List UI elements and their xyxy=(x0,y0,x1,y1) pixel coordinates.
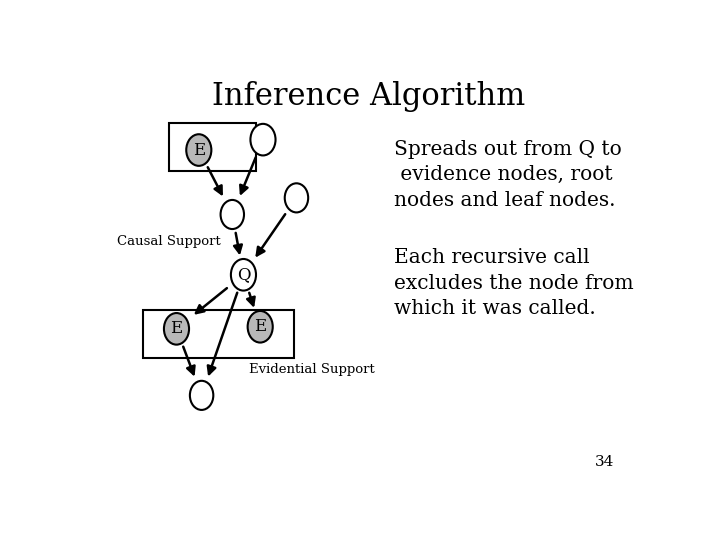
Text: E: E xyxy=(193,141,205,159)
Text: Spreads out from Q to
 evidence nodes, root
nodes and leaf nodes.: Spreads out from Q to evidence nodes, ro… xyxy=(394,140,622,210)
Text: E: E xyxy=(171,320,183,338)
Text: 34: 34 xyxy=(595,455,615,469)
Text: Causal Support: Causal Support xyxy=(117,235,220,248)
Ellipse shape xyxy=(251,124,276,156)
Ellipse shape xyxy=(248,311,273,342)
Text: Q: Q xyxy=(237,266,251,284)
Ellipse shape xyxy=(190,381,213,410)
Ellipse shape xyxy=(220,200,244,229)
Bar xyxy=(169,123,256,171)
Ellipse shape xyxy=(284,183,308,212)
Text: E: E xyxy=(254,318,266,335)
Ellipse shape xyxy=(231,259,256,291)
Text: Evidential Support: Evidential Support xyxy=(249,363,375,376)
Bar xyxy=(143,310,294,358)
Text: Inference Algorithm: Inference Algorithm xyxy=(212,82,526,112)
Ellipse shape xyxy=(164,313,189,345)
Text: Each recursive call
excludes the node from
which it was called.: Each recursive call excludes the node fr… xyxy=(394,248,634,318)
Ellipse shape xyxy=(186,134,212,166)
